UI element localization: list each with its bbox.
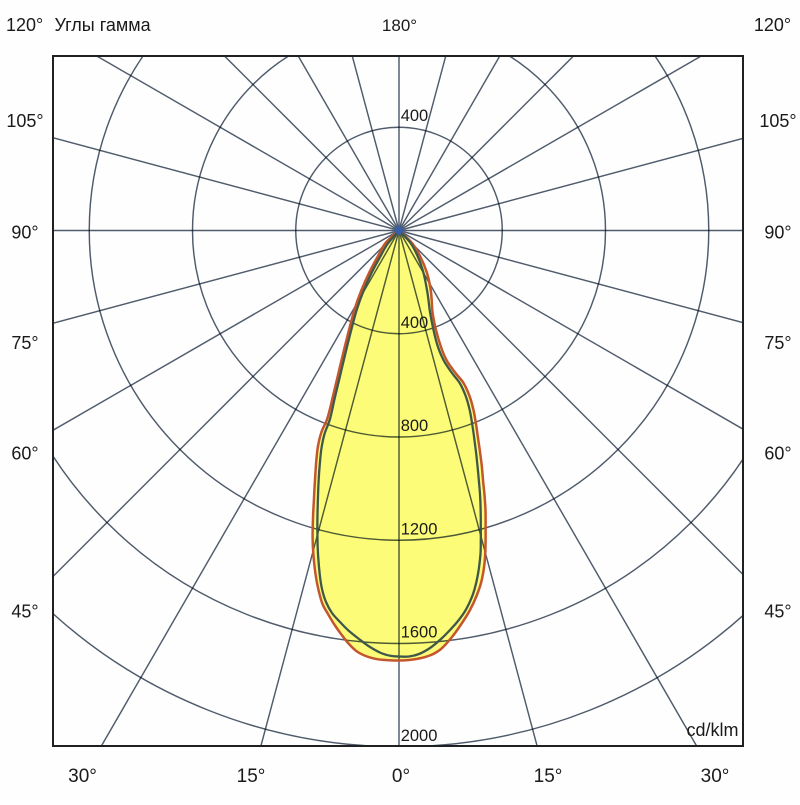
svg-text:cd/klm: cd/klm (686, 720, 738, 740)
svg-text:90°: 90° (764, 222, 791, 242)
svg-text:1600: 1600 (401, 624, 438, 642)
svg-text:60°: 60° (11, 443, 38, 463)
svg-text:90°: 90° (11, 222, 38, 242)
svg-text:0°: 0° (392, 766, 410, 787)
svg-text:120°: 120° (6, 15, 43, 35)
svg-text:45°: 45° (11, 601, 38, 621)
svg-text:60°: 60° (764, 443, 791, 463)
svg-text:400: 400 (401, 107, 429, 125)
svg-text:120°: 120° (754, 15, 791, 35)
svg-text:75°: 75° (11, 333, 38, 353)
svg-text:45°: 45° (764, 601, 791, 621)
svg-text:105°: 105° (6, 111, 43, 131)
svg-text:75°: 75° (764, 333, 791, 353)
svg-text:105°: 105° (759, 111, 796, 131)
svg-text:1200: 1200 (401, 520, 438, 538)
svg-text:180°: 180° (382, 16, 417, 35)
svg-text:400: 400 (401, 314, 429, 332)
svg-text:Углы гамма: Углы гамма (55, 15, 152, 35)
svg-text:2000: 2000 (401, 727, 438, 745)
svg-text:15°: 15° (237, 766, 266, 787)
svg-text:30°: 30° (68, 766, 97, 787)
svg-text:30°: 30° (701, 766, 730, 787)
svg-text:15°: 15° (534, 766, 563, 787)
svg-text:800: 800 (401, 417, 429, 435)
